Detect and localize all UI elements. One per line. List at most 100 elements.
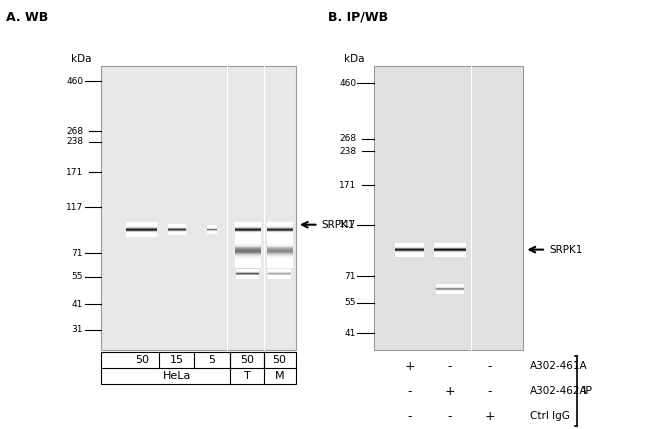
Bar [235, 261, 260, 263]
Text: -: - [488, 385, 492, 398]
Bar [235, 276, 260, 277]
Bar [266, 241, 292, 242]
Bar [266, 234, 292, 235]
Bar [267, 262, 292, 263]
Text: M: M [275, 371, 284, 381]
Bar [235, 253, 261, 254]
Bar [266, 238, 292, 239]
Bar [235, 236, 261, 237]
Bar [235, 247, 261, 248]
Text: 238: 238 [66, 137, 83, 146]
Bar [235, 234, 261, 235]
Bar [266, 243, 292, 244]
Bar [235, 246, 260, 247]
Text: 31: 31 [72, 325, 83, 334]
Bar [267, 233, 292, 234]
Bar [235, 249, 261, 250]
Bar [266, 263, 292, 264]
Bar [235, 255, 261, 256]
Bar [267, 264, 292, 265]
Bar [266, 245, 292, 246]
Bar [266, 256, 292, 257]
Text: 55: 55 [72, 272, 83, 281]
Bar [267, 266, 292, 267]
Bar [235, 245, 261, 246]
Bar [235, 238, 261, 239]
Bar [235, 247, 260, 248]
Bar [235, 250, 261, 251]
Text: A. WB: A. WB [6, 11, 49, 24]
Bar [235, 240, 261, 241]
Bar [267, 252, 292, 254]
Bar [267, 255, 292, 256]
Bar [266, 265, 292, 266]
Bar [235, 237, 260, 238]
Bar [235, 263, 261, 264]
Text: -: - [408, 385, 411, 398]
Bar [267, 234, 292, 235]
Bar [266, 259, 292, 260]
Bar [267, 245, 292, 246]
Bar [266, 247, 292, 248]
Text: -: - [448, 410, 452, 423]
Text: kDa: kDa [344, 54, 365, 64]
Text: 41: 41 [72, 299, 83, 308]
Bar [235, 244, 261, 245]
Bar [267, 242, 292, 244]
Bar [235, 233, 260, 234]
Bar [374, 66, 523, 350]
Bar [266, 262, 292, 263]
Bar [266, 239, 292, 240]
Bar [267, 270, 292, 271]
Bar [235, 266, 261, 267]
Text: +: + [404, 360, 415, 373]
Bar [266, 244, 292, 245]
Bar [266, 237, 292, 238]
Bar [235, 251, 260, 253]
Bar [235, 252, 261, 253]
Bar [266, 266, 292, 267]
Bar [267, 246, 292, 248]
Bar [235, 242, 261, 243]
Bar [266, 240, 292, 241]
Text: B. IP/WB: B. IP/WB [328, 11, 389, 24]
Bar [235, 266, 260, 267]
Bar [235, 260, 260, 261]
Bar [101, 66, 296, 350]
Text: 15: 15 [170, 355, 184, 365]
Bar [266, 250, 292, 251]
Text: 71: 71 [72, 249, 83, 258]
Bar [235, 263, 260, 264]
Bar [235, 243, 260, 244]
Text: 238: 238 [339, 147, 356, 156]
Bar [266, 267, 292, 268]
Bar [267, 236, 292, 238]
Text: +: + [485, 410, 495, 423]
Bar [235, 235, 261, 236]
Bar [235, 274, 260, 275]
Bar [235, 243, 261, 244]
Bar [235, 261, 261, 262]
Bar [235, 255, 260, 256]
Bar [267, 251, 292, 252]
Bar [267, 256, 292, 257]
Bar [235, 257, 260, 258]
Bar [235, 239, 260, 240]
Bar [266, 248, 292, 249]
Bar [267, 239, 292, 241]
Text: +: + [445, 385, 455, 398]
Bar [267, 258, 292, 259]
Bar [235, 272, 260, 274]
Bar [235, 264, 261, 265]
Text: 71: 71 [344, 272, 356, 281]
Text: Ctrl IgG: Ctrl IgG [530, 411, 569, 421]
Text: T: T [244, 371, 251, 381]
Bar [267, 241, 292, 242]
Bar [235, 260, 261, 261]
Bar [235, 270, 260, 272]
Bar [235, 251, 261, 252]
Bar [235, 256, 260, 257]
Text: kDa: kDa [72, 54, 92, 64]
Text: IP: IP [582, 386, 592, 396]
Bar [235, 269, 260, 270]
